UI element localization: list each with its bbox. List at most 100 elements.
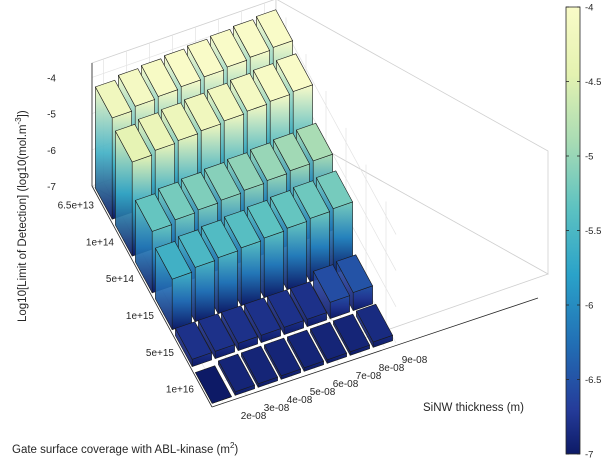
bar-top-face — [157, 181, 196, 221]
colorbar-ticks: -4 -4.5 -5 -5.5 -6 -6.5 -7 — [566, 3, 601, 459]
bar-top-face — [226, 152, 265, 191]
bar — [263, 337, 302, 380]
bar-top-face — [134, 193, 173, 232]
y-axis-line — [91, 185, 213, 408]
x-tick-label: 9e-08 — [402, 355, 428, 366]
bar-top-face — [114, 123, 153, 163]
bar-front-face — [240, 240, 261, 307]
x-tick-label: 5e-08 — [310, 387, 336, 398]
bar — [174, 321, 213, 368]
z-axis-label: Log10[Limit of Detection] (log10(mol.m-3… — [14, 110, 29, 322]
bar — [289, 281, 328, 328]
bar-front-face — [194, 260, 215, 323]
bar-top-face — [252, 63, 291, 102]
colorbar: -4 -4.5 -5 -5.5 -6 -6.5 -7 — [565, 3, 601, 459]
bar-front-face — [286, 221, 307, 291]
bar-top-face — [355, 303, 394, 343]
bar-top-face — [206, 82, 245, 122]
bar-top-face — [177, 229, 216, 268]
bar-top-face — [246, 200, 285, 239]
z-tick-label: -4 — [47, 73, 56, 84]
x-tick-label: 6e-08 — [333, 379, 359, 390]
colorbar-tick-label: -4.5 — [585, 77, 601, 88]
bar-top-face — [292, 180, 331, 219]
bar-top-face — [194, 365, 233, 404]
y-axis-label: Gate surface coverage with ABL-kinase (m… — [12, 441, 238, 456]
bar-top-face — [94, 79, 133, 119]
bar — [243, 297, 282, 344]
bar-top-face — [269, 190, 308, 229]
colorbar-tick-label: -6 — [585, 301, 593, 312]
bar — [286, 329, 325, 372]
z-tick-label: -7 — [47, 182, 56, 193]
bar-top-face — [272, 132, 311, 172]
bar-top-face — [160, 102, 199, 141]
bars — [94, 9, 394, 404]
bar-top-face — [229, 73, 268, 112]
bar-top-face — [286, 329, 325, 369]
colorbar-tick-label: -6.5 — [585, 375, 601, 386]
bar-top-face — [309, 321, 348, 361]
bar-top-face — [266, 289, 305, 328]
x-tick-label: 2e-08 — [241, 411, 267, 422]
z-tick-label: -6 — [47, 146, 56, 157]
y-tick-label: 1e+16 — [166, 385, 195, 396]
bar-top-face — [332, 313, 371, 353]
bar-top-face — [315, 170, 354, 209]
z-grid-line — [275, 13, 397, 235]
bar-top-face — [240, 345, 279, 385]
bar-top-face — [255, 9, 294, 48]
y-tick-label: 5e+14 — [106, 274, 135, 285]
bar — [355, 303, 394, 348]
bar-top-face — [200, 219, 239, 258]
x-tick-label: 7e-08 — [356, 371, 382, 382]
bar-top-face — [117, 68, 156, 107]
colorbar-tick-label: -5.5 — [585, 226, 601, 237]
bar-top-face — [209, 29, 248, 68]
bar-top-face — [197, 313, 236, 352]
bar — [154, 241, 193, 331]
bar-top-face — [249, 142, 288, 181]
bar-top-face — [137, 112, 176, 151]
bar-top-face — [335, 254, 374, 293]
bar-top-face — [183, 92, 222, 132]
bar — [220, 305, 259, 352]
x-tick-label: 8e-08 — [379, 363, 405, 374]
x-tick-label: 4e-08 — [287, 395, 313, 406]
bar-top-face — [186, 38, 225, 78]
bar-top-face — [295, 122, 334, 162]
bar — [332, 313, 371, 356]
y-tick-label: 1e+14 — [86, 237, 115, 248]
bar-top-face — [220, 305, 259, 344]
bar-top-face — [232, 19, 271, 58]
bar — [312, 264, 351, 320]
x-tick-label: 3e-08 — [264, 403, 290, 414]
bar-top-face — [180, 171, 219, 211]
bar-top-face — [289, 281, 328, 320]
x-axis-label: SiNW thickness (m) — [423, 402, 524, 414]
bar-top-face — [174, 321, 213, 360]
x-axis-line — [211, 297, 539, 408]
bar — [335, 254, 374, 312]
bar-front-face — [217, 250, 238, 315]
colorbar-tick-label: -4 — [585, 3, 593, 14]
y-tick-label: 1e+15 — [126, 311, 155, 322]
tick-labels: 2e-083e-084e-085e-086e-087e-088e-089e-08… — [47, 73, 428, 422]
bar — [134, 193, 173, 294]
bar-top-face — [163, 48, 202, 87]
bar — [240, 345, 279, 388]
bar-top-face — [263, 337, 302, 377]
y-tick-label: 6.5e+13 — [58, 200, 95, 211]
bar-front-face — [171, 271, 192, 331]
bar — [197, 313, 236, 360]
z-tick-label: -5 — [47, 110, 56, 121]
bar-front-face — [263, 230, 284, 299]
bar-top-face — [203, 162, 242, 201]
bar-top-face — [223, 209, 262, 249]
bar-top-face — [140, 58, 179, 97]
bar-top-face — [243, 297, 282, 336]
bar-top-face — [154, 241, 193, 280]
bar — [217, 353, 256, 396]
bar-top-face — [217, 353, 256, 393]
